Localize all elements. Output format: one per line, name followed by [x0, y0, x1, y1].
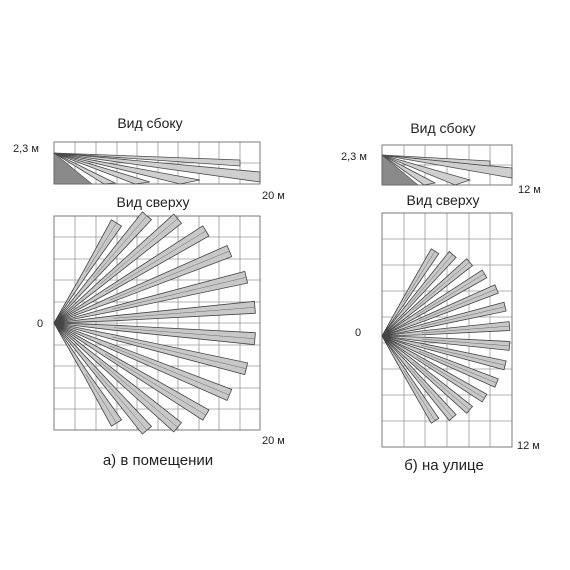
indoor-panel: Вид сбоку 2,3 м 20 м: [13, 115, 285, 469]
outdoor-side-beam-2: [381, 154, 472, 186]
indoor-top-beam-2-center-line: [93, 215, 148, 278]
outdoor-top-beam-9-center-line: [420, 345, 506, 366]
outdoor-top-beam-8: [381, 335, 511, 351]
outdoor-caption: б) на улице: [404, 457, 484, 474]
outdoor-origin-label: 0: [355, 327, 361, 339]
indoor-top-beam-7-center-line: [113, 307, 255, 319]
outdoor-side-dead-zone: [381, 154, 419, 186]
outdoor-top-view-title: Вид сверху: [407, 192, 480, 208]
indoor-top-beam-12-center-line: [99, 361, 178, 428]
outdoor-top-beam-13-center-line: [408, 366, 453, 418]
indoor-side-beam-2: [53, 152, 201, 185]
indoor-top-beam-3-center-line: [99, 218, 178, 285]
outdoor-top-beam-7: [381, 321, 511, 337]
outdoor-top-beam-6-center-line: [420, 306, 506, 327]
outdoor-top-beam-12-center-line: [412, 361, 470, 411]
outdoor-top-range-label: 12 м: [517, 440, 540, 452]
indoor-top-beam-5-center-line: [109, 250, 230, 301]
indoor-side-beam-5: [53, 152, 241, 167]
indoor-top-beam-12: [53, 322, 183, 433]
indoor-origin-label: 0: [37, 318, 43, 330]
indoor-top-beam-6-center-line: [112, 277, 247, 310]
indoor-top-beam-6: [53, 270, 249, 324]
indoor-top-beam-13-center-line: [93, 368, 148, 431]
indoor-side-beam-1: [53, 152, 261, 183]
indoor-side-beams: [53, 152, 261, 185]
indoor-top-beam-13: [53, 322, 153, 435]
indoor-top-beam-3: [53, 213, 183, 324]
outdoor-top-beams: [381, 248, 511, 424]
indoor-side-beam-3: [53, 152, 151, 185]
outdoor-side-view-title: Вид сбоку: [410, 120, 475, 136]
outdoor-side-beams: [381, 154, 513, 186]
indoor-side-beam-4: [53, 152, 117, 185]
outdoor-top-beam-14-center-line: [402, 369, 436, 421]
indoor-top-beam-1-center-line: [85, 222, 117, 273]
outdoor-top-beam-10-center-line: [418, 350, 497, 384]
indoor-top-beam-8-center-line: [113, 327, 255, 339]
indoor-top-view-title: Вид сверху: [117, 194, 190, 210]
outdoor-top-beam-7-center-line: [421, 325, 510, 334]
indoor-side-range-label: 20 м: [262, 190, 285, 202]
indoor-top-grid: [53, 215, 261, 431]
outdoor-top-beam-3-center-line: [412, 261, 470, 311]
outdoor-side-beam-4: [381, 154, 491, 167]
outdoor-top-beam-11-center-line: [416, 356, 485, 399]
outdoor-top-beam-5-center-line: [418, 288, 497, 322]
outdoor-top-frame: [381, 212, 513, 448]
indoor-top-beam-11-center-line: [105, 353, 207, 416]
outdoor-top-beam-2-center-line: [408, 254, 453, 306]
indoor-top-beam-2: [53, 211, 153, 324]
outdoor-top-beam-1-center-line: [402, 251, 436, 303]
outdoor-height-label: 2,3 м: [341, 151, 367, 163]
outdoor-top-beam-8-center-line: [421, 338, 510, 347]
outdoor-side-beam-3: [381, 154, 437, 186]
indoor-top-beam-10-center-line: [109, 345, 230, 396]
indoor-top-beam-4-center-line: [105, 230, 207, 293]
indoor-caption: а) в помещении: [103, 452, 213, 469]
outdoor-top-beam-4-center-line: [416, 273, 485, 316]
outdoor-side-range-label: 12 м: [518, 184, 541, 196]
indoor-top-beams: [53, 211, 256, 435]
indoor-top-beam-9: [53, 322, 249, 376]
indoor-side-dead-zone: [53, 152, 93, 185]
outdoor-top-beam-5: [381, 284, 499, 337]
indoor-top-beam-9-center-line: [112, 336, 247, 369]
outdoor-panel: Вид сбоку 2,3 м 12 м Вид сверху: [341, 120, 541, 474]
indoor-side-view-title: Вид сбоку: [117, 115, 182, 131]
indoor-top-range-label: 20 м: [262, 435, 285, 447]
outdoor-top-beam-10: [381, 335, 499, 388]
indoor-top-beam-14-center-line: [85, 373, 117, 424]
indoor-height-label: 2,3 м: [13, 143, 39, 155]
